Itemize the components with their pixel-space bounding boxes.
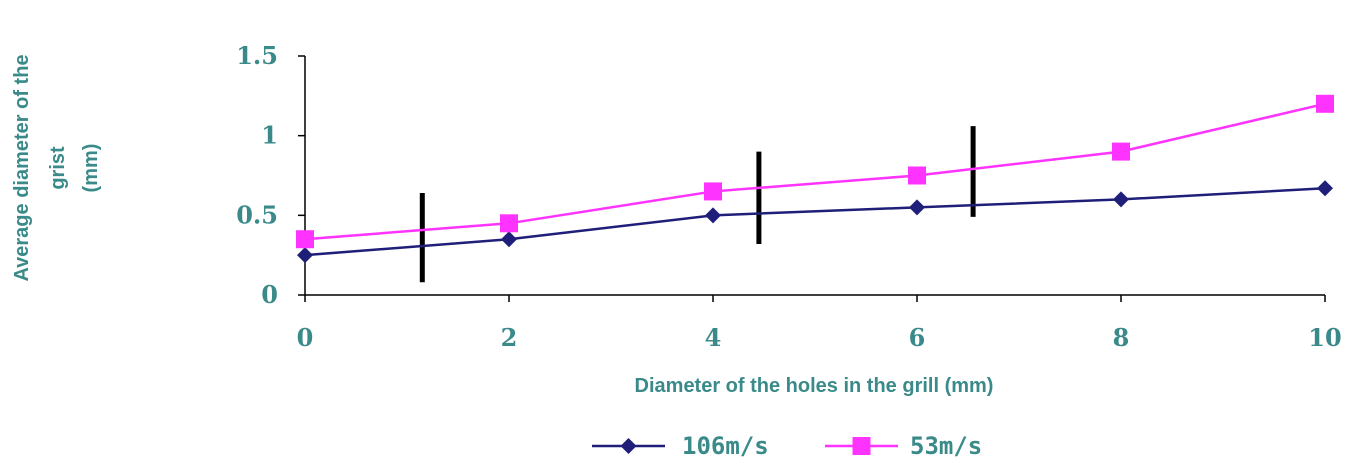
data-point xyxy=(704,182,722,201)
x-tick-label: 2 xyxy=(501,323,518,352)
x-tick-label: 6 xyxy=(909,323,926,352)
x-tick-label: 0 xyxy=(297,323,314,352)
legend-marker xyxy=(620,438,637,454)
legend-label: 106m/s xyxy=(682,432,769,460)
series-line xyxy=(304,186,1326,257)
x-ticks: 0 2 4 6 8 10 xyxy=(297,295,1342,352)
legend-label: 53m/s xyxy=(910,432,982,460)
data-point xyxy=(500,214,518,233)
y-axis-title-line: Average diameter of the xyxy=(11,54,33,281)
data-point xyxy=(296,230,314,249)
data-point xyxy=(1112,142,1130,161)
y-tick-label: 1.5 xyxy=(236,41,278,70)
data-point xyxy=(297,247,313,264)
series-line xyxy=(304,102,1326,241)
vertical-markers xyxy=(419,126,976,283)
legend-marker xyxy=(852,437,871,455)
series-layer xyxy=(296,94,1334,264)
data-point xyxy=(908,166,926,185)
y-axis-title: Average diameter of the grist (mm) xyxy=(11,54,102,281)
data-point xyxy=(501,231,517,248)
x-tick-label: 8 xyxy=(1113,323,1130,352)
data-point xyxy=(1316,94,1334,113)
data-point xyxy=(705,207,721,224)
data-point xyxy=(1317,180,1333,197)
y-axis-title-line: grist xyxy=(47,146,69,190)
data-point xyxy=(1113,191,1129,208)
y-axis-title-line: (mm) xyxy=(80,144,102,193)
y-tick-label: 1 xyxy=(261,121,278,150)
x-axis-title: Diameter of the holes in the grill (mm) xyxy=(635,375,994,397)
y-tick-label: 0 xyxy=(261,280,278,309)
data-point xyxy=(909,199,925,216)
legend: 106m/s 53m/s xyxy=(592,432,982,460)
x-tick-label: 10 xyxy=(1308,323,1341,352)
y-ticks: 0 0.5 1 1.5 xyxy=(236,41,305,309)
x-tick-label: 4 xyxy=(705,323,722,352)
y-tick-label: 0.5 xyxy=(236,200,278,229)
